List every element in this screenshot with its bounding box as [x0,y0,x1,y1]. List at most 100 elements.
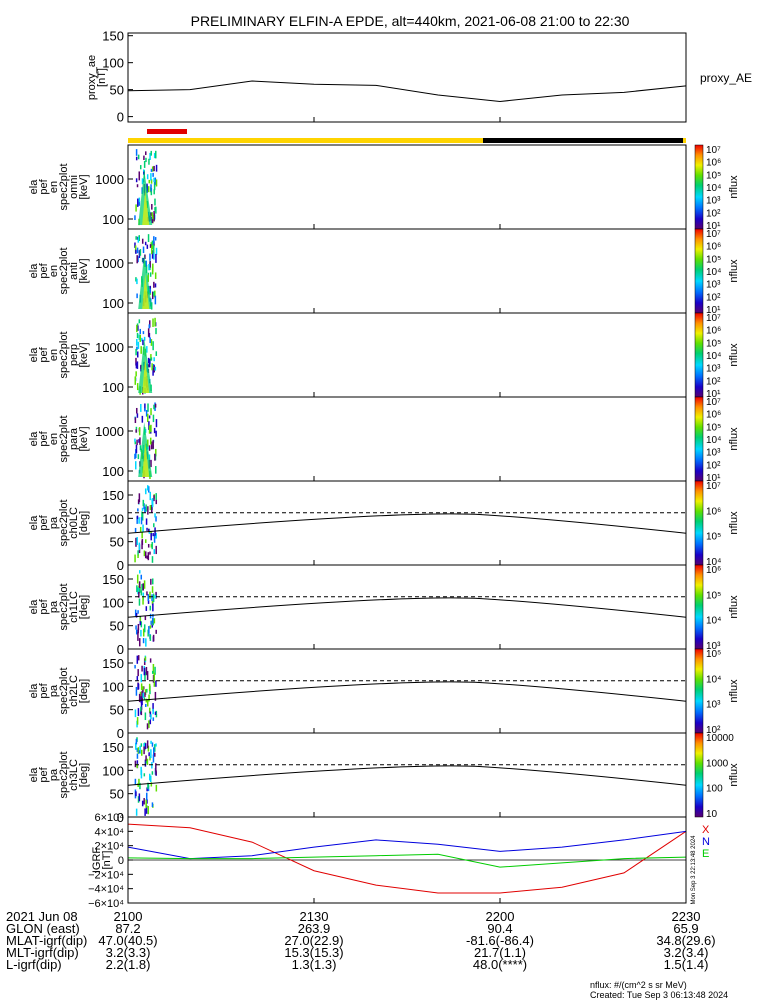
spectrogram-cell [138,542,141,551]
spectrogram-cell [151,542,153,550]
colorbar-tick: 10¹ [706,221,721,232]
ytick-label: 100 [102,464,124,479]
spectrogram-cell [145,539,147,543]
colorbar-tick: 10² [706,292,721,303]
spectrogram-cell [153,181,156,191]
spectrogram-cell [153,747,155,755]
spectrogram-cell [147,357,150,364]
spectrogram-cell [138,587,141,594]
spectrogram-cell [149,719,152,725]
spectrogram-cell [134,527,137,533]
ylabel-line: pef [38,346,50,362]
spectrogram-cell [137,325,139,331]
spectrogram-cell [134,438,136,442]
spectrogram-cell [153,236,155,244]
spectrogram-cell [149,253,151,261]
spectrogram-cell [149,272,152,277]
ylabel-line: spec2plot [58,751,70,798]
spectrogram-cell [139,617,142,622]
spectrogram-cell [145,638,147,647]
spectrogram-cell [136,413,139,418]
spectrogram-cell [135,808,138,816]
ylabel-line: anti [68,262,80,280]
spectrogram-cell [153,152,156,159]
spectrogram-cell [140,621,143,628]
spectrogram-cell [135,444,138,454]
spectrogram-cell [136,346,138,351]
ylabel-line: spec2plot [58,583,70,630]
spectrogram-cell [135,362,138,369]
spectrogram-cell [150,620,152,625]
spectrogram-cell [145,504,147,512]
loss-cone-line [127,513,687,534]
legend-N: N [702,836,710,848]
spectrogram-cell [135,277,137,282]
axis-row-value: 47.0(40.5) [98,933,157,948]
spectrogram-cell [139,165,142,170]
spectrogram-cell [149,491,152,501]
ylabel-line: [keV] [78,426,90,451]
spectrogram-cell [136,676,139,681]
ylabel-line: [keV] [78,342,90,367]
spectrogram-cell [134,417,137,424]
colorbar-tick: 10² [706,376,721,387]
spectrogram-cell [150,179,153,184]
spectrogram-cell [141,178,144,185]
ylabel-bt89: IGRF[nT] [91,847,113,874]
spectrogram-cell [151,166,154,172]
spectrogram-core [142,274,150,309]
spectrogram-cell [155,680,157,687]
axis-row-value: 263.9 [298,921,331,936]
spectrogram-cell [147,486,150,493]
spectrogram-cell [145,157,147,163]
ylabel-line: pa [48,684,60,697]
spectrogram-cell [138,201,141,206]
spectrogram-cell [150,217,153,223]
ytick-label: 100 [102,380,124,395]
spectrogram-cell [138,334,140,341]
spectrogram-cell [136,753,139,759]
ytick-label: 150 [102,572,124,587]
spectrogram-cell [135,357,137,366]
spectrogram-cell [147,599,150,604]
ytick-label: 100 [102,511,124,526]
spectrogram-cell [138,493,141,503]
colorbar [694,648,704,734]
ylabel-line: pa [48,516,60,529]
spectrogram-cell [141,800,144,807]
colorbar-tick: 10⁵ [706,532,721,543]
spectrogram-cell [144,254,146,260]
colorbar-tick: 10² [706,460,721,471]
spectrogram-cell [140,769,143,779]
spectrogram-core [142,442,150,477]
spectrogram-cell [155,150,157,159]
spectrogram-cell [155,164,158,172]
spectrogram-cell [154,237,157,241]
spectrogram-cell [151,742,154,747]
spectrogram-cell [134,376,137,385]
spectrogram-cell [146,527,148,531]
spectrogram-cell [150,357,153,361]
spectrogram-cell [148,358,151,368]
ylabel-line: ela [28,683,40,699]
spectrogram-cell [145,151,147,156]
spectrogram-cell [138,439,140,443]
spectrogram-cell [153,549,156,555]
axis-row-value: 2100 [114,909,143,924]
spectrogram-cell [150,544,153,548]
spectrogram-cell [146,758,149,765]
colorbar-tick: 10⁵ [706,254,721,265]
spectrogram-cell [148,179,151,184]
ytick-label: 50 [110,535,124,550]
colorbar [694,564,704,650]
ytick-label: 0 [117,810,124,825]
spectrogram-cell [144,241,147,246]
spectrogram-cell [150,775,152,783]
colorbar-tick: 10⁴ [706,183,721,194]
spectrogram-cell [135,537,137,547]
spectrogram-cell [136,516,138,524]
panel-frame [127,816,687,904]
ylabel-line: ela [28,179,40,195]
ytick-label: 100 [102,56,124,71]
spectrogram-cell [138,793,141,802]
